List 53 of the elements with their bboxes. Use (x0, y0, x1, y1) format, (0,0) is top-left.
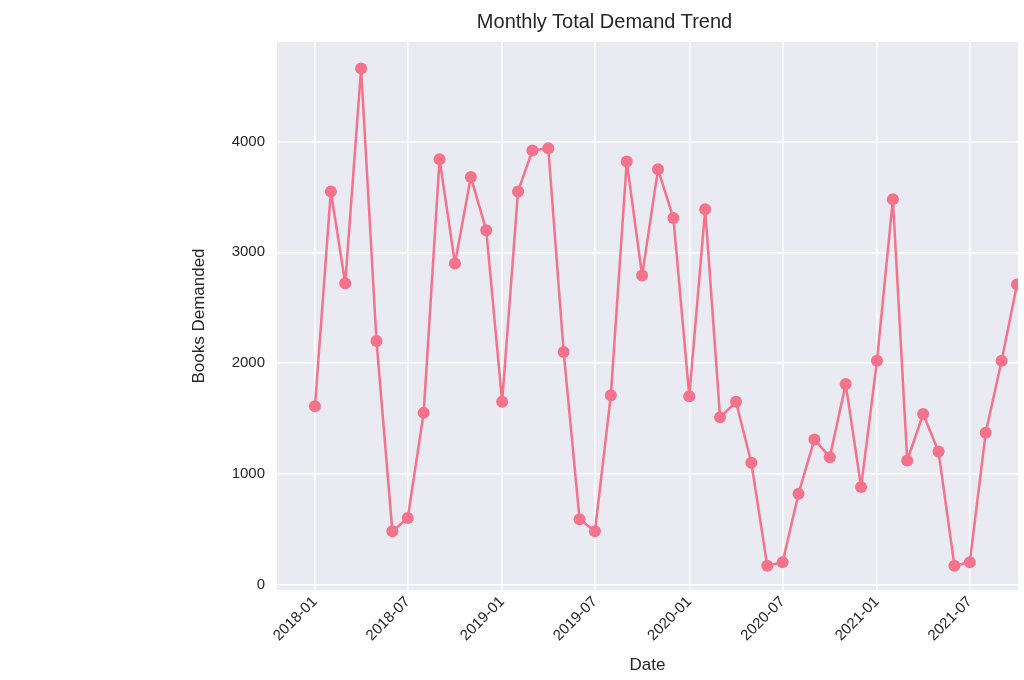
point (324, 185, 337, 198)
point (448, 257, 461, 270)
point (480, 224, 493, 237)
point (620, 155, 633, 168)
point (339, 277, 352, 290)
point (855, 481, 868, 494)
point (714, 411, 727, 424)
point (963, 556, 976, 569)
y-tick-label: 0 (256, 574, 265, 592)
point (792, 487, 805, 500)
point (308, 400, 321, 413)
point (901, 454, 914, 467)
point (995, 354, 1008, 367)
point (886, 193, 899, 206)
point (401, 512, 414, 525)
point (464, 171, 477, 184)
y-axis-title: Books Demanded (188, 248, 208, 384)
point (932, 445, 945, 458)
chart-title: Monthly Total Demand Trend (476, 9, 733, 32)
point (433, 153, 446, 166)
point (776, 556, 789, 569)
point (667, 212, 680, 225)
point (604, 389, 617, 402)
point (761, 559, 774, 572)
point (699, 203, 712, 216)
point (355, 62, 368, 75)
point (979, 426, 992, 439)
y-tick-label: 1000 (231, 463, 265, 481)
point (745, 456, 758, 469)
point (588, 525, 601, 538)
point (839, 378, 852, 391)
point (573, 513, 586, 526)
point (370, 334, 383, 347)
point (526, 144, 539, 157)
point (512, 185, 525, 198)
point (652, 163, 665, 176)
point (729, 395, 742, 408)
y-tick-label: 2000 (231, 353, 265, 371)
y-tick-label: 4000 (231, 131, 265, 149)
point (557, 345, 570, 358)
point (948, 559, 961, 572)
x-axis-title: Date (629, 655, 666, 675)
point (417, 406, 430, 419)
point (683, 390, 696, 403)
point (823, 451, 836, 464)
point (636, 269, 649, 282)
point (808, 433, 821, 446)
point (542, 142, 555, 155)
point (496, 395, 509, 408)
point (870, 354, 883, 367)
point (386, 525, 399, 538)
y-tick-label: 3000 (231, 242, 265, 260)
point (917, 407, 930, 420)
